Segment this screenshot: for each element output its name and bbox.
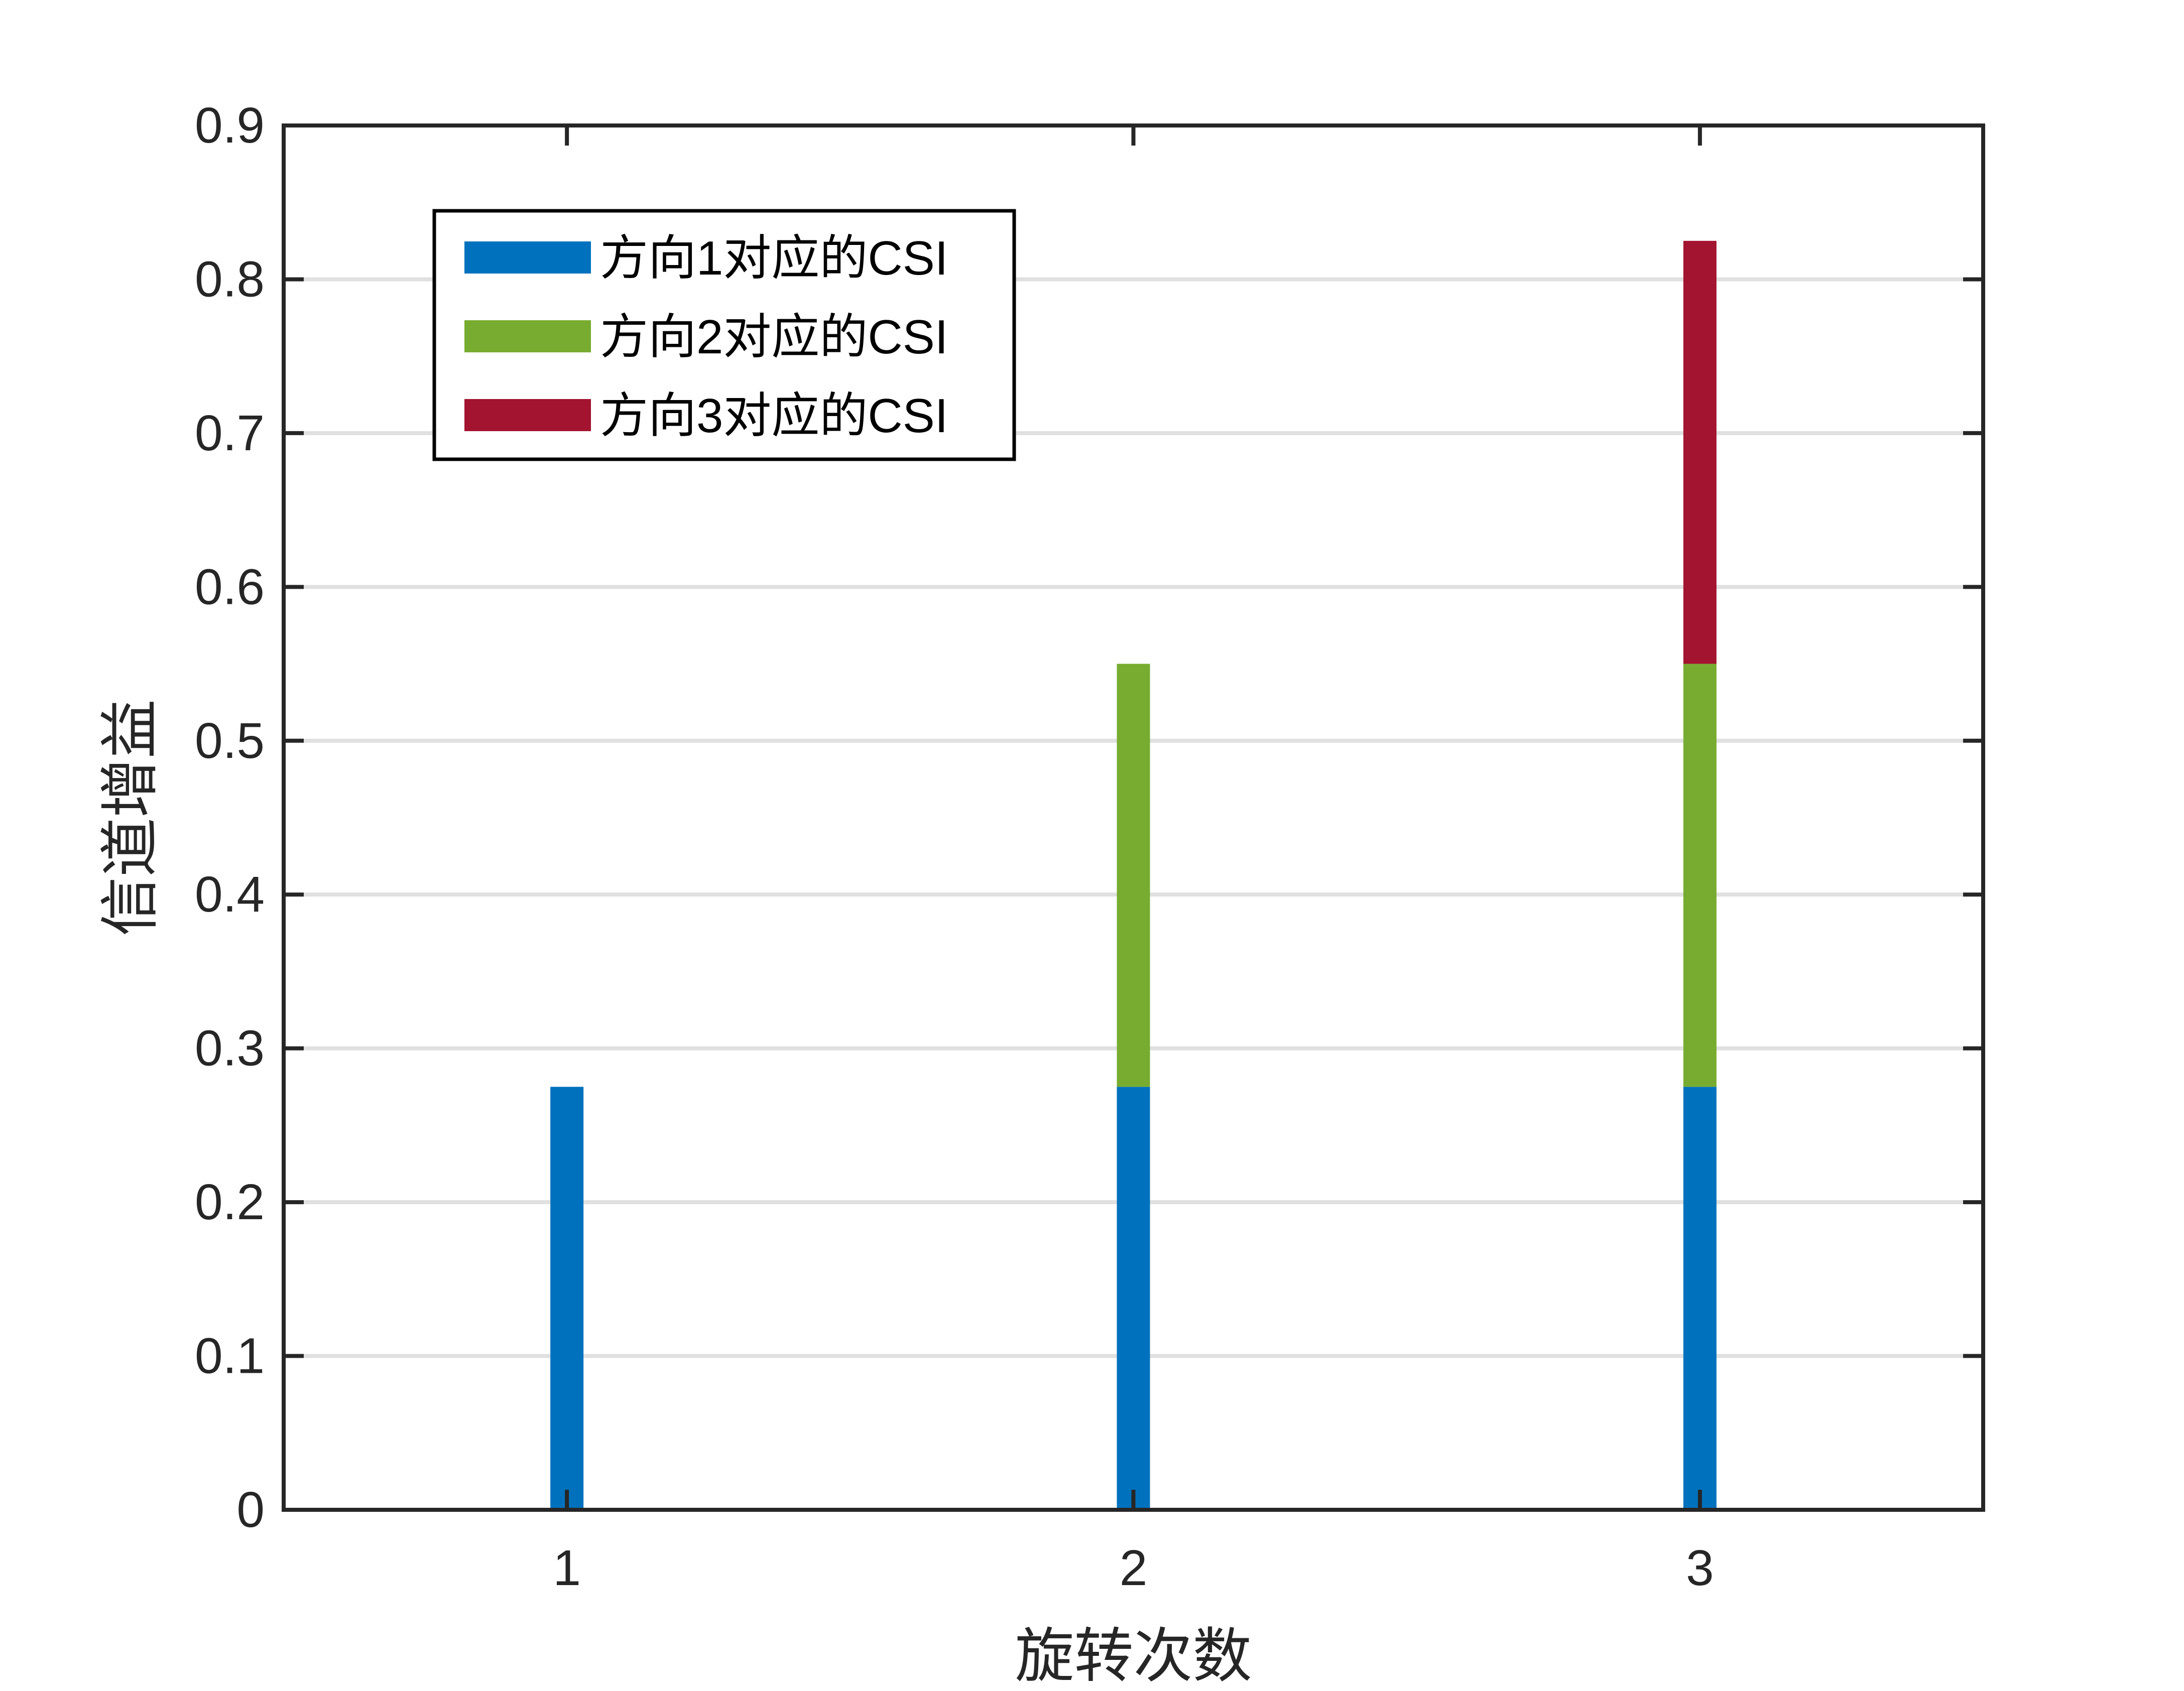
bar-segment — [1683, 1087, 1717, 1510]
x-tick-label: 2 — [1120, 1540, 1148, 1596]
y-tick-label: 0.7 — [195, 405, 265, 461]
bar-segment — [1683, 664, 1717, 1087]
legend-swatch — [464, 320, 591, 352]
legend-swatch — [464, 241, 591, 274]
bars — [550, 240, 1717, 1510]
ticks — [284, 123, 1983, 1512]
y-tick-label: 0.8 — [195, 251, 265, 307]
legend-items: 方向1对应的CSI 方向2对应的CSI 方向3对应的CSI — [464, 231, 948, 443]
y-tick-label: 0.1 — [195, 1328, 265, 1384]
y-tick-label: 0.6 — [195, 559, 265, 615]
legend: 方向1对应的CSI 方向2对应的CSI 方向3对应的CSI — [432, 209, 1016, 461]
bar-segment — [1117, 664, 1150, 1087]
bar-segment — [1117, 1087, 1150, 1510]
y-tick-label: 0.3 — [195, 1020, 265, 1077]
y-tick-label: 0.5 — [195, 713, 265, 769]
legend-label: 方向1对应的CSI — [600, 231, 948, 285]
x-tick-label: 1 — [553, 1540, 581, 1596]
y-tick-label: 0.9 — [195, 97, 265, 154]
bar-segment — [1683, 240, 1717, 664]
tick-labels: 0 0.1 0.2 0.3 0.4 0.5 0.6 0.7 0.8 0.9 1 2 3 — [195, 97, 1714, 1596]
x-axis-label: 旋转次数 — [1015, 1621, 1252, 1690]
y-axis-label: 信道增益 — [95, 699, 165, 936]
y-tick-label: 0.4 — [195, 866, 265, 923]
y-tick-label: 0.2 — [195, 1174, 265, 1230]
legend-swatch — [464, 399, 591, 431]
legend-label: 方向3对应的CSI — [600, 389, 948, 443]
bar-segment — [550, 1087, 584, 1510]
x-tick-label: 3 — [1686, 1540, 1714, 1596]
y-tick-label: 0 — [236, 1482, 265, 1538]
legend-label: 方向2对应的CSI — [600, 310, 948, 364]
